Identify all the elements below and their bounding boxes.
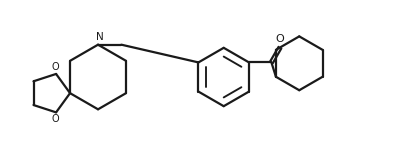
Text: O: O	[275, 34, 284, 44]
Text: N: N	[96, 32, 104, 42]
Text: O: O	[51, 62, 59, 72]
Text: O: O	[51, 114, 59, 124]
